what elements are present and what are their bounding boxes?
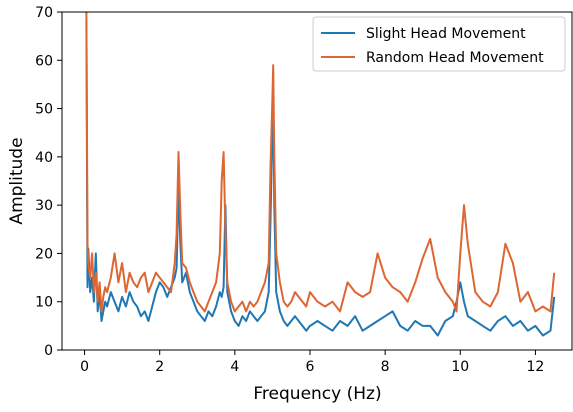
legend-entry-slight: Slight Head Movement (366, 26, 526, 42)
y-axis-label: Amplitude (7, 137, 27, 224)
legend-entry-random: Random Head Movement (366, 50, 544, 66)
y-tick-label: 50 (35, 102, 53, 118)
y-tick-label: 70 (35, 5, 53, 21)
x-tick-label: 0 (80, 359, 89, 375)
plot-frame (61, 11, 573, 351)
x-tick-label: 8 (381, 359, 390, 375)
x-tick-label: 10 (451, 359, 469, 375)
x-axis-label: Frequency (Hz) (253, 384, 381, 404)
y-tick-label: 60 (35, 53, 53, 69)
y-tick-label: 10 (35, 295, 53, 311)
legend: Slight Head Movement Random Head Movemen… (312, 16, 566, 72)
x-tick-label: 12 (527, 359, 545, 375)
y-tick-label: 40 (35, 150, 53, 166)
x-tick-label: 2 (155, 359, 164, 375)
series-layer (85, 11, 556, 337)
y-tick-label: 30 (35, 198, 53, 214)
x-tick-label: 4 (230, 359, 239, 375)
y-tick-label: 0 (44, 343, 53, 359)
y-tick-label: 20 (35, 246, 53, 262)
y-axis: 0 10 20 30 40 50 60 70 (35, 5, 62, 359)
legend-box (312, 16, 566, 72)
series-line-1 (85, 11, 556, 313)
x-axis: 0 2 4 6 8 10 12 (80, 350, 544, 375)
x-tick-label: 6 (306, 359, 315, 375)
series-line-0 (85, 21, 556, 337)
